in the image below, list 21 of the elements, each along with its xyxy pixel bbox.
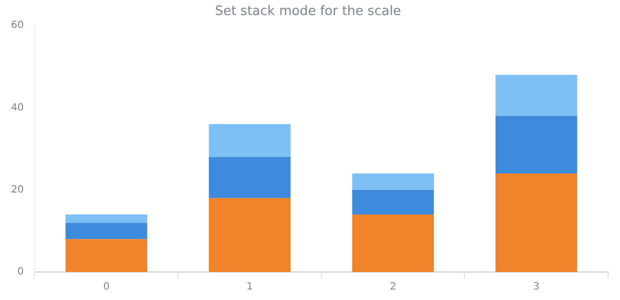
chart-title: Set stack mode for the scale [214,4,402,20]
bar [66,222,148,240]
bar [495,116,578,174]
y-tick-label: 20 [10,184,24,196]
bar [66,239,148,272]
bar [208,124,291,158]
x-tick-label: 3 [533,282,540,293]
y-tick-label: 0 [17,266,24,278]
bar [352,173,434,190]
bar [495,173,578,272]
x-tick-label: 1 [246,282,253,293]
x-tick-label: 2 [390,282,396,293]
bar [352,214,434,272]
bar [66,214,148,223]
bar [208,157,291,198]
bar [208,198,291,272]
x-tick-label: 0 [103,282,110,293]
y-tick-label: 60 [10,20,24,32]
bar [352,190,434,215]
y-tick-label: 40 [10,102,24,114]
bar [495,74,578,116]
